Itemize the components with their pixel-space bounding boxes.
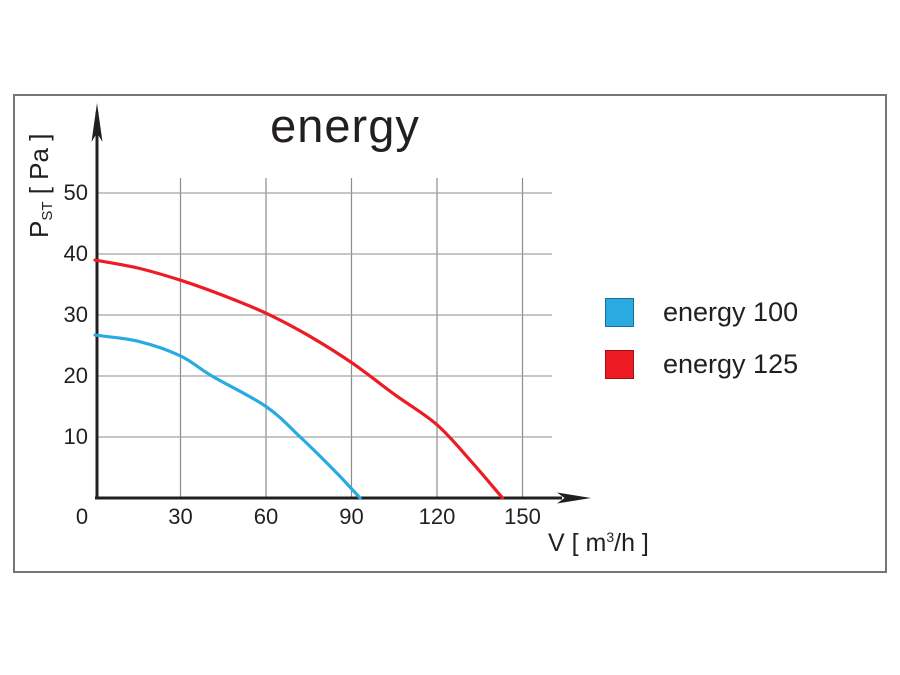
x-tick-label: 90 — [339, 504, 364, 529]
y-tick-label: 20 — [63, 363, 88, 388]
legend-item-energy-125: energy 125 — [605, 348, 798, 380]
x-tick-label: 120 — [418, 504, 456, 529]
x-tick-label: 0 — [75, 504, 89, 529]
legend-label: energy 125 — [663, 348, 799, 379]
chart-title: energy — [270, 99, 420, 152]
y-axis-arrow-icon — [91, 103, 103, 142]
x-axis-label: V [ m3/h ] — [548, 529, 649, 558]
x-axis-superscript: 3 — [606, 529, 615, 545]
y-tick-label: 50 — [63, 180, 88, 205]
y-axis-symbol: P — [24, 220, 54, 238]
curve-energy-100 — [93, 333, 362, 500]
axes — [91, 103, 591, 504]
legend-label: energy 100 — [663, 296, 799, 327]
curve-energy-125 — [93, 258, 505, 500]
x-tick-label: 60 — [253, 504, 279, 529]
gridlines — [97, 178, 552, 498]
legend-item-energy-100: energy 100 — [605, 296, 798, 328]
chart-frame — [13, 94, 887, 573]
y-tick-label: 10 — [63, 424, 88, 449]
x-axis-symbol: V [ m — [548, 529, 607, 557]
legend-swatch-blue — [605, 297, 634, 327]
legend-swatch-red — [605, 349, 634, 379]
x-axis-arrow-icon — [557, 492, 591, 504]
x-tick-label: 30 — [168, 504, 193, 529]
y-tick-label: 30 — [63, 302, 88, 327]
x-axis-unit: /h ] — [614, 529, 649, 557]
y-tick-label: 40 — [63, 241, 88, 266]
x-tick-label: 150 — [504, 504, 541, 529]
data-curves — [93, 258, 505, 500]
